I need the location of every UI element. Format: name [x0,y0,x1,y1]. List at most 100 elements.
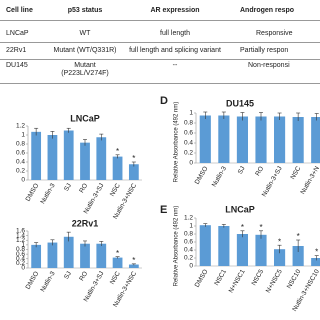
bar [255,234,267,266]
x-tick-label: N+NSC5 [265,268,284,294]
table-cell: LNCaP [6,30,29,37]
x-tick-label: RO [78,270,89,282]
bar [292,117,304,163]
bar [128,264,139,268]
y-tick-label: 0.6 [16,251,25,258]
table-rule [0,59,320,60]
y-tick-label: 0.8 [184,231,193,238]
y-tick-label: 0 [189,263,193,270]
y-tick-label: 1 [189,223,193,230]
bar [47,242,58,268]
y-tick-label: 0 [189,160,193,167]
x-tick-label: DMSO [25,182,41,202]
significance-marker: * [259,223,262,232]
y-tick-label: 0.4 [184,140,193,147]
x-tick-label: NSC10 [286,268,303,290]
bar [63,130,74,180]
y-tick-label: 0.4 [16,159,25,166]
bar [274,116,286,163]
x-tick-label: NSC1 [213,268,228,287]
significance-marker: * [297,232,300,241]
bar [80,243,90,268]
y-axis-label: Relative Absorbance (492 nm) [174,206,180,287]
bar [199,115,211,163]
x-tick-label: Nutlin-3 [39,270,56,293]
table-cell: -- [172,62,178,69]
y-tick-label: 1.2 [16,123,25,130]
table-header: AR expression [150,7,200,14]
x-tick-label: NSC [289,165,302,181]
x-tick-label: N+NSC1 [228,268,247,294]
table-rule [0,42,320,43]
y-tick-label: 0.6 [184,130,193,137]
bar [236,234,248,266]
chart-title: LNCaP [70,113,100,123]
y-tick-label: 1.2 [184,215,193,222]
table-cell: Mutant (WT/Q331R) [53,47,117,54]
x-tick-label: Nutlin-3 [211,165,228,188]
bar [112,257,123,268]
bar [63,236,74,268]
table-rule [0,20,320,21]
y-tick-label: 0.2 [184,255,193,262]
y-tick-label: 0.8 [184,120,193,127]
bar [274,249,286,266]
chart-title: LNCaP [225,204,255,214]
significance-marker: * [116,147,119,156]
panel-label: E [160,204,167,216]
x-tick-label: DMSO [194,165,210,185]
y-tick-label: 0.8 [16,141,25,148]
y-tick-label: 0.6 [184,239,193,246]
table-cell: Mutant (P223L/V274F) [61,62,109,77]
x-tick-label: RO [254,165,265,177]
y-tick-label: 0.2 [16,260,25,267]
y-tick-label: 0.2 [184,150,193,157]
significance-marker: * [132,154,135,163]
table-header: p53 status [67,7,103,14]
bar [292,246,304,266]
table-cell: WT [79,30,91,37]
y-tick-label: 1.4 [16,232,25,239]
table-cell: Non-responsi [248,62,290,69]
y-tick-label: 1 [21,242,25,249]
x-tick-label: SJ [237,165,247,175]
y-tick-label: 1 [21,132,25,139]
bar [112,156,123,180]
x-tick-label: DMSO [25,270,41,290]
bar [311,117,320,163]
y-tick-label: 0.4 [16,255,25,262]
y-tick-label: 0 [21,177,25,184]
y-tick-label: 0.4 [184,247,193,254]
bar [80,142,90,180]
bar [199,225,211,266]
bar [31,244,42,268]
x-tick-label: NSC [109,270,122,286]
table-header: Androgen respo [240,7,295,14]
bar [255,116,267,163]
bar [128,164,139,180]
table-cell: Partially respon [240,47,289,54]
y-tick-label: 0.8 [16,246,25,253]
y-tick-label: 0.6 [16,150,25,157]
table-cell: Responsive [256,30,293,37]
bar [218,115,230,163]
panel-label: D [160,95,168,107]
table-cell: full length [160,30,190,37]
y-tick-label: 1 [189,110,193,117]
x-tick-label: Nutlin-3+N [299,165,320,196]
significance-marker: * [278,237,281,246]
x-tick-label: NSC5 [250,268,265,287]
x-tick-label: NSC [109,182,122,198]
significance-marker: * [241,223,244,232]
y-axis-label: Relative Absorbance (492 nm) [174,102,180,183]
y-tick-label: 0.2 [16,168,25,175]
bar [218,226,230,266]
bar [236,116,248,163]
y-tick-label: 0 [21,265,25,272]
x-tick-label: DMSO [194,268,210,288]
significance-marker: * [132,256,135,265]
significance-marker: * [116,249,119,258]
significance-marker: * [315,248,318,257]
